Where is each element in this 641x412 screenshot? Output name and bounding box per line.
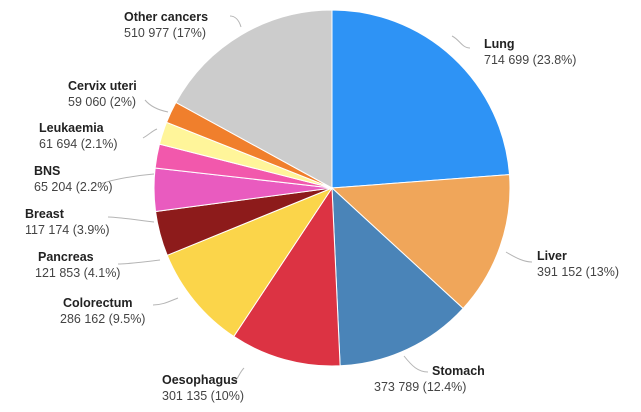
leader-line-liver <box>505 251 533 263</box>
label-lung-name: Lung <box>484 37 515 51</box>
leader-line-bns <box>99 173 155 185</box>
label-leukaemia-value: 61 694 (2.1%) <box>39 137 118 151</box>
slice-other-cancers[interactable] <box>175 9 333 189</box>
slice-oesophagus[interactable] <box>233 186 341 367</box>
slice-stomach[interactable] <box>331 186 464 367</box>
label-leukaemia-name: Leukaemia <box>39 121 105 135</box>
label-liver-name: Liver <box>537 249 567 263</box>
label-stomach-value: 373 789 (12.4%) <box>374 380 466 394</box>
label-pancreas-name: Pancreas <box>38 250 94 264</box>
slice-lung[interactable] <box>331 9 511 189</box>
slice-colorectum[interactable] <box>166 186 334 338</box>
leader-line-pancreas <box>117 259 161 265</box>
leader-lines <box>99 15 533 385</box>
label-other-cancers-value: 510 977 (17%) <box>124 26 206 40</box>
leader-line-cervix-uteri <box>144 99 169 113</box>
label-bns-value: 65 204 (2.2%) <box>34 180 113 194</box>
label-other-cancers-name: Other cancers <box>124 10 208 24</box>
leader-line-other-cancers <box>229 15 242 28</box>
leader-line-colorectum <box>152 297 179 306</box>
label-bns-name: BNS <box>34 164 60 178</box>
label-colorectum-value: 286 162 (9.5%) <box>60 312 145 326</box>
slice-liver[interactable] <box>330 174 511 310</box>
label-lung-value: 714 699 (23.8%) <box>484 53 576 67</box>
label-breast-name: Breast <box>25 207 65 221</box>
label-pancreas-value: 121 853 (4.1%) <box>35 266 120 280</box>
label-liver-value: 391 152 (13%) <box>537 265 619 279</box>
leader-line-breast <box>107 216 155 223</box>
label-stomach-name: Stomach <box>432 364 485 378</box>
label-oesophagus-name: Oesophagus <box>162 373 238 387</box>
label-cervix-uteri-name: Cervix uteri <box>68 79 137 93</box>
leader-line-lung <box>451 35 471 49</box>
leader-line-stomach <box>403 355 429 373</box>
label-oesophagus-value: 301 135 (10%) <box>162 389 244 403</box>
leader-line-oesophagus <box>229 367 245 385</box>
pie-slices <box>153 9 511 367</box>
label-colorectum-name: Colorectum <box>63 296 132 310</box>
label-breast-value: 117 174 (3.9%) <box>25 223 110 237</box>
label-cervix-uteri-value: 59 060 (2%) <box>68 95 136 109</box>
leader-line-leukaemia <box>142 128 158 139</box>
